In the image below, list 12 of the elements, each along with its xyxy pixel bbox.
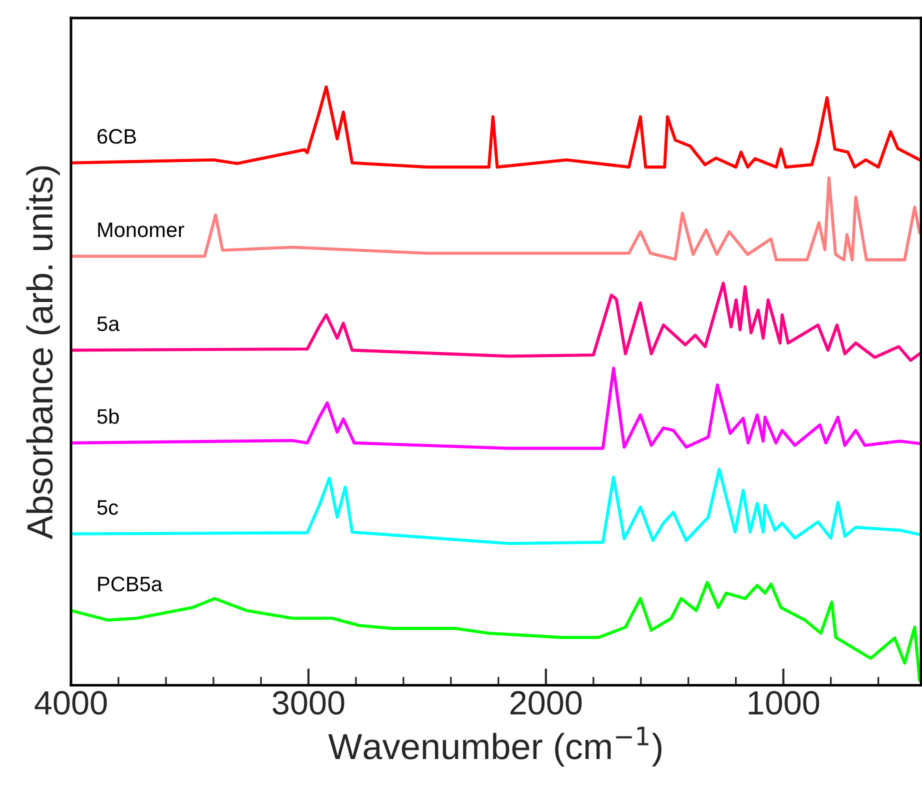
series-label: 5a [97, 316, 120, 332]
x-tick-label: 4000 [34, 691, 107, 715]
series-label: 6CB [98, 129, 136, 144]
series-label: 5b [97, 408, 119, 424]
x-tick-label: 3000 [272, 691, 344, 715]
series-label: Monomer [98, 222, 184, 238]
x-tick-label: 2000 [510, 691, 582, 715]
series-label: PCB5a [98, 576, 163, 592]
x-tick-label: 1000 [748, 691, 820, 715]
x-axis-title: Wavenumber (cm$^{−1}$) [328, 726, 662, 767]
series-label: 5c [97, 500, 118, 515]
y-axis-title: Absorbance (arb. units) [26, 166, 60, 540]
